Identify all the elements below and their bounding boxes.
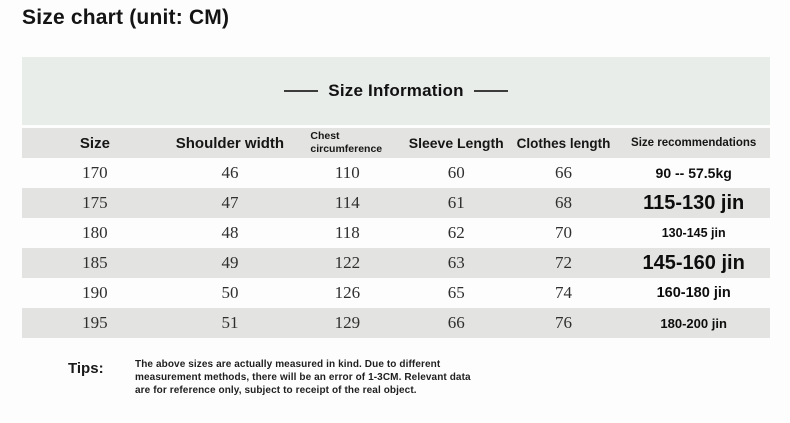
cell-size: 190 [82,283,108,302]
cell-size-recommendation: 90 -- 57.5kg [655,165,732,181]
cell-sleeve-length: 63 [447,253,465,272]
decorative-line-right [473,90,508,92]
table-row: 170 46 110 60 66 90 -- 57.5kg [22,158,770,188]
tips-label: Tips: [68,360,104,377]
cell-sleeve-length: 61 [447,193,465,212]
table-row: 190 50 126 65 74 160-180 jin [22,278,770,308]
cell-size: 170 [82,163,108,182]
table-row: 195 51 129 66 76 180-200 jin [22,308,770,338]
cell-size-recommendation: 145-160 jin [642,251,745,274]
cell-shoulder-width: 51 [221,313,239,332]
cell-shoulder-width: 49 [221,253,239,272]
size-chart-table: Size Information Size Shoulder width Che… [22,57,770,338]
cell-chest-circumference: 122 [334,253,361,272]
column-header-shoulder-width: Shoulder width [175,134,285,152]
cell-chest-circumference: 110 [334,163,360,182]
cell-shoulder-width: 47 [221,193,239,212]
tips-text: The above sizes are actually measured in… [135,359,471,396]
cell-size-recommendation: 180-200 jin [660,315,727,331]
cell-chest-circumference: 129 [334,313,361,332]
cell-sleeve-length: 66 [447,313,465,332]
table-header-row: Size Shoulder width Chest circumference … [22,128,770,158]
column-header-clothes-length: Clothes length [516,135,611,151]
column-header-size: Size [79,134,110,152]
cell-size-recommendation: 115-130 jin [643,191,745,214]
table-row: 180 48 118 62 70 130-145 jin [22,218,770,248]
table-body: 170 46 110 60 66 90 -- 57.5kg 175 47 114… [22,158,770,338]
cell-shoulder-width: 46 [221,163,239,182]
column-header-chest-circumference: Chest circumference [292,130,403,155]
column-header-chest-text: Chest circumference [310,130,383,155]
cell-size-recommendation: 160-180 jin [656,285,731,301]
cell-sleeve-length: 60 [447,163,465,182]
cell-chest-circumference: 114 [334,193,360,212]
cell-chest-circumference: 118 [334,223,360,242]
page-title: Size chart (unit: CM) [22,6,230,29]
cell-sleeve-length: 65 [447,283,465,302]
decorative-line-left [284,90,319,92]
cell-size: 195 [82,313,108,332]
table-row: 185 49 122 63 72 145-160 jin [22,248,770,278]
cell-sleeve-length: 62 [447,223,465,242]
column-header-size-recommendations: Size recommendations [631,137,757,149]
column-header-sleeve-length: Sleeve Length [408,135,504,151]
section-title: Size Information [328,81,464,100]
tips-section: Tips: The above sizes are actually measu… [68,358,498,397]
cell-clothes-length: 76 [555,313,573,332]
cell-size: 180 [82,223,108,242]
cell-clothes-length: 70 [555,223,573,242]
cell-shoulder-width: 48 [221,223,239,242]
section-header: Size Information [22,57,770,125]
cell-clothes-length: 74 [555,283,573,302]
cell-clothes-length: 72 [555,253,573,272]
table-row: 175 47 114 61 68 115-130 jin [22,188,770,218]
cell-chest-circumference: 126 [334,283,361,302]
cell-size: 185 [82,253,108,272]
cell-clothes-length: 66 [555,163,573,182]
cell-size-recommendation: 130-145 jin [661,226,726,240]
cell-shoulder-width: 50 [221,283,239,302]
cell-clothes-length: 68 [555,193,573,212]
cell-size: 175 [82,193,108,212]
